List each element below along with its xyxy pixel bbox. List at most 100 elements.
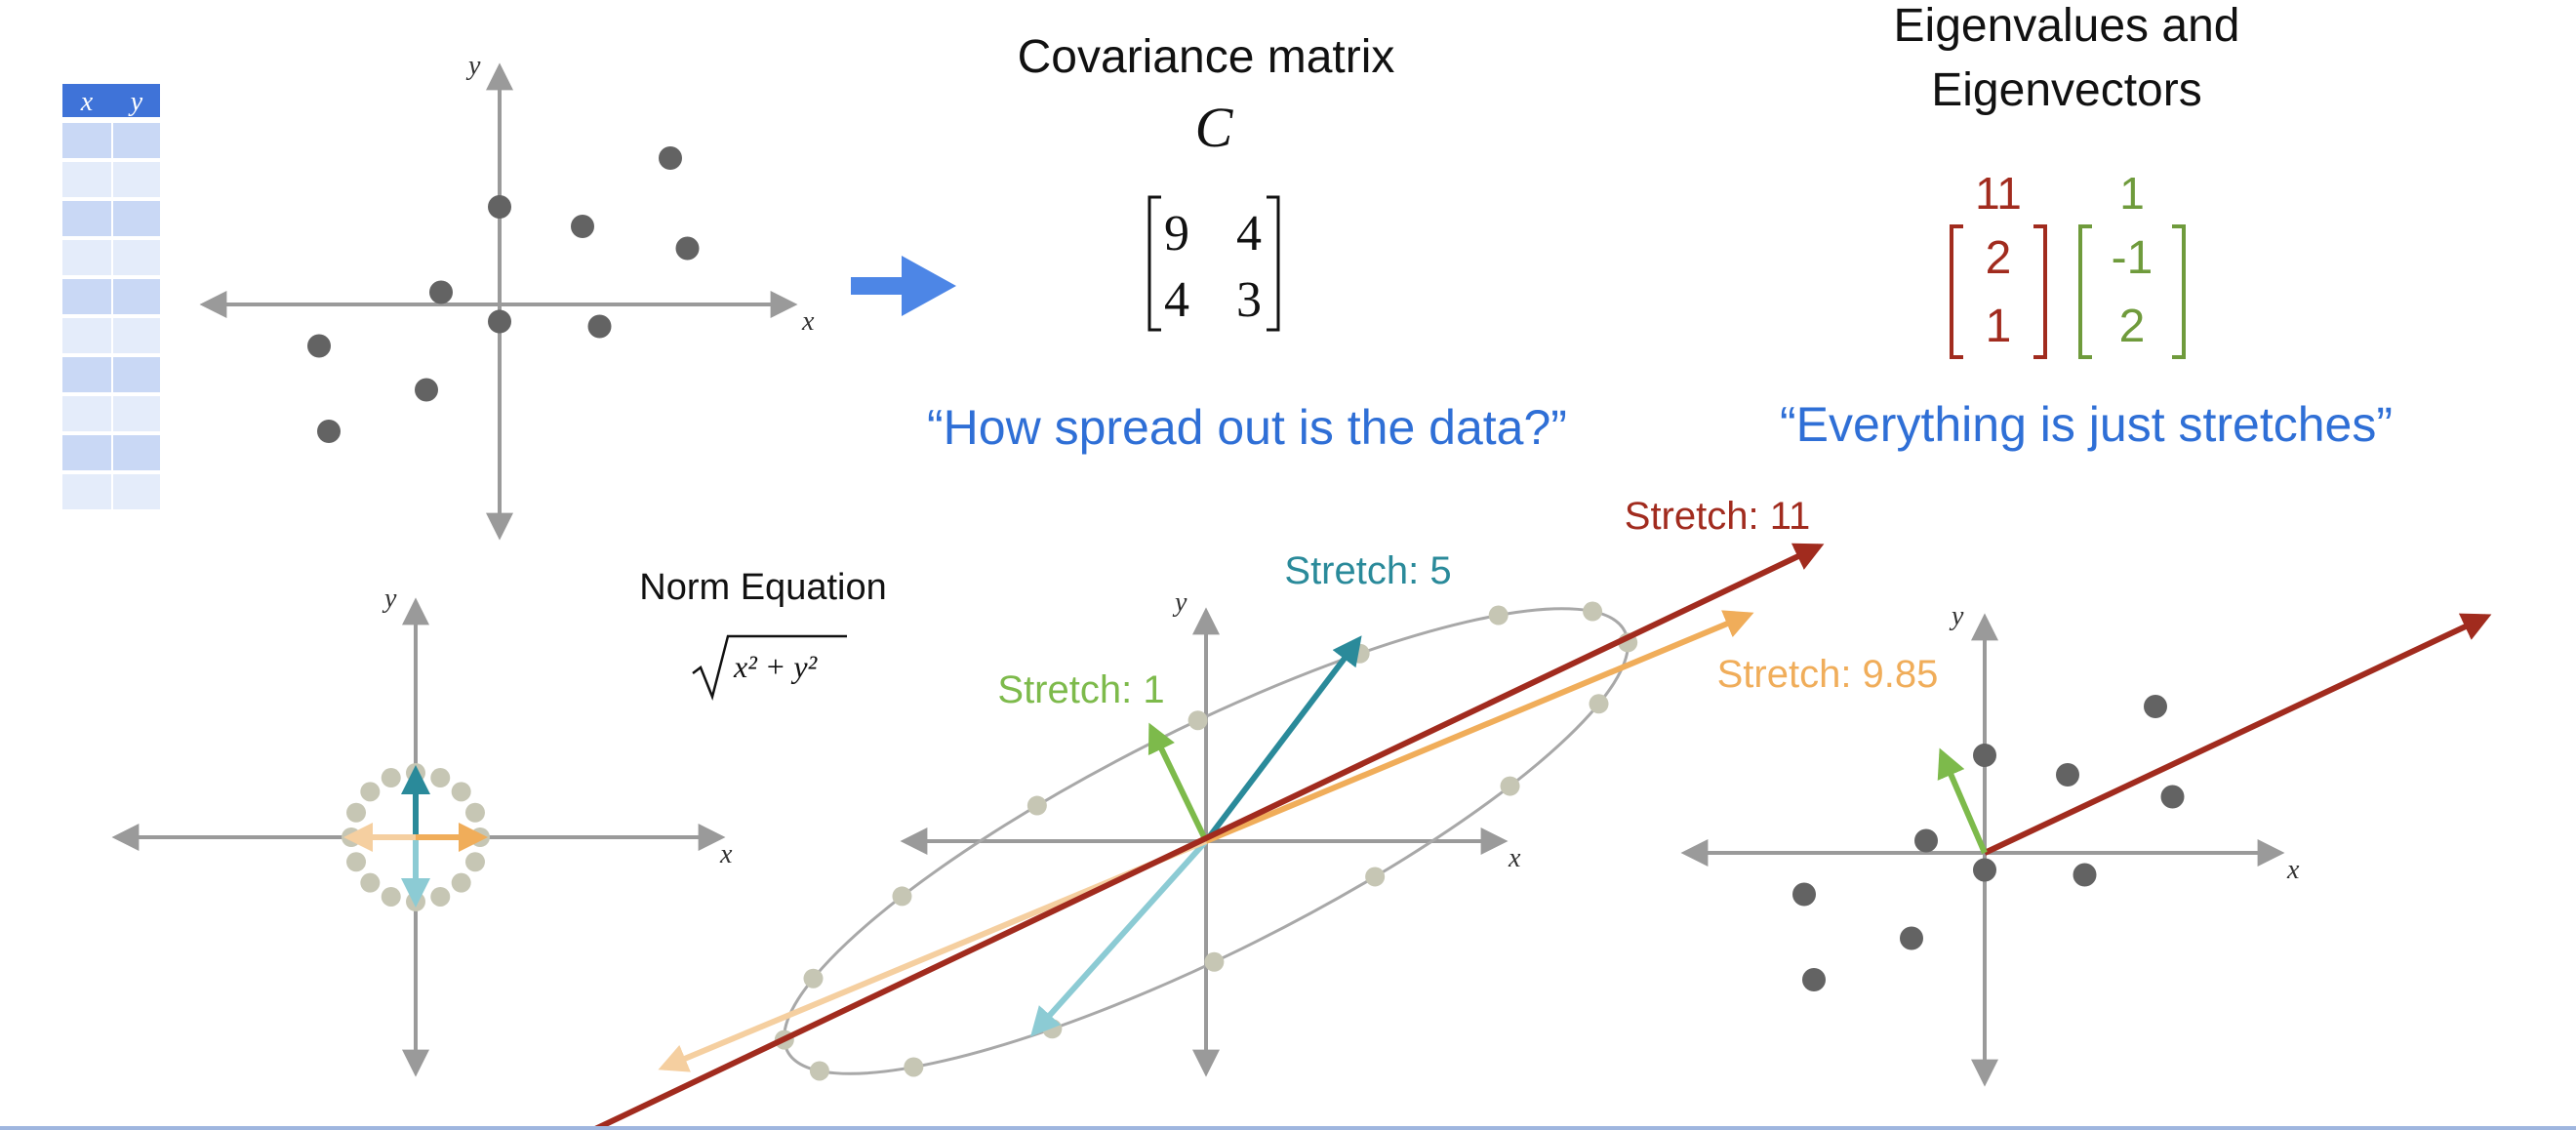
scatter-point [317, 420, 341, 443]
scatter-point [2160, 785, 2185, 809]
cov-cell-01: 4 [1236, 206, 1262, 262]
covariance-symbol: C [1195, 96, 1234, 159]
eigvec2-bracket-left [2078, 224, 2092, 359]
scatter-point [1914, 828, 1938, 853]
eigvec2-bracket-right [2172, 224, 2186, 359]
table-header-x: x [80, 87, 94, 117]
cov-bracket-right [1267, 195, 1280, 332]
ellipse-dot [1589, 694, 1609, 714]
circle-dot [346, 852, 367, 872]
circle-y-label: y [382, 584, 397, 614]
norm-title: Norm Equation [639, 567, 886, 608]
ellipse-dot [803, 968, 824, 989]
circle-x-label: x [719, 839, 733, 869]
table-cell [62, 396, 111, 431]
table-cell [62, 318, 111, 353]
ellipse-dot [1500, 776, 1520, 796]
table-cell [113, 123, 160, 158]
bottom-x-label: x [2286, 855, 2300, 885]
stretch-label-11: Stretch: 11 [1625, 495, 1810, 538]
ellipse-vec-lime [1147, 722, 1209, 843]
ellipse-dot [892, 886, 912, 907]
circle-dot [451, 782, 471, 802]
circle-dot [346, 802, 367, 823]
top-y-axis-label: y [465, 51, 481, 81]
ellipse-dot [809, 1061, 829, 1081]
scatter-point [488, 195, 511, 219]
eigen-title-line1: Eigenvalues and [1894, 0, 2240, 52]
eigvec1-bracket-left [1950, 224, 1963, 359]
circle-dot [360, 872, 381, 893]
table-cell [62, 123, 111, 158]
ellipse-vec-teal-light [1029, 838, 1209, 1037]
ellipse-dot [1204, 951, 1225, 972]
circle-dot [464, 852, 485, 872]
ellipse-dot [1488, 605, 1509, 626]
ellipse-dot [904, 1057, 924, 1077]
eigvec1-bracket-right [2033, 224, 2047, 359]
covariance-title: Covariance matrix [1018, 31, 1395, 83]
ellipse-dot [1026, 795, 1047, 816]
scatter-point [1900, 926, 1923, 950]
eigvec1-bottom: 1 [1986, 301, 2012, 352]
table-cell [113, 318, 160, 353]
bottom-scatter-axes: x y [1680, 601, 2492, 1087]
unit-circle-axes: x y [111, 584, 733, 1077]
ellipse-vec-red [591, 543, 1825, 1130]
table-cell [113, 396, 160, 431]
circle-dot [430, 768, 451, 788]
eigen-block: Eigenvalues and Eigenvectors 11 1 2 1 -1… [1780, 0, 2393, 452]
circle-dot [360, 782, 381, 802]
circle-dot [464, 802, 485, 823]
scatter-point [659, 146, 682, 170]
norm-equation: Norm Equation x² + y² [639, 567, 887, 702]
circle-dot [430, 886, 451, 907]
ellipse-axes: x y Stretch: 11 Stretch: 5 Stretch: 1 St… [591, 495, 1939, 1130]
table-header-y: y [128, 87, 143, 117]
scatter-point [587, 314, 612, 339]
top-scatter-axes: x y [199, 51, 815, 541]
table-cell [62, 357, 111, 392]
eigen-quote: “Everything is just stretches” [1780, 397, 2393, 452]
table-cell [62, 279, 111, 314]
ellipse-dot [1187, 710, 1208, 731]
table-cell [62, 240, 111, 275]
scatter-point [415, 378, 438, 402]
table-cell [62, 474, 111, 509]
circle-dot [381, 768, 401, 788]
table-cell [113, 357, 160, 392]
eigen-title-line2: Eigenvectors [1931, 64, 2201, 116]
scatter-point [675, 236, 700, 261]
table-cell [113, 435, 160, 470]
ellipse-vec-teal [1203, 635, 1362, 843]
data-table: x y [62, 84, 160, 509]
flow-arrow [851, 256, 956, 316]
scatter-point [1973, 744, 1996, 767]
cov-cell-10: 4 [1164, 272, 1189, 328]
scatter-point [429, 280, 453, 304]
circle-dot [381, 886, 401, 907]
circle-dot [451, 872, 471, 893]
scatter-point [1802, 968, 1826, 991]
ellipse-vec-orange [1204, 610, 1754, 844]
eigenvalue-2: 1 [2119, 168, 2145, 219]
sqrt-symbol [692, 634, 847, 702]
table-cell [113, 240, 160, 275]
stretch-label-9-85: Stretch: 9.85 [1717, 653, 1939, 696]
cov-bracket-left [1147, 195, 1161, 332]
cov-cell-11: 3 [1236, 272, 1262, 328]
scatter-point [571, 215, 594, 238]
table-cell [113, 201, 160, 236]
scatter-point [2144, 695, 2167, 718]
ellipse-x-label: x [1508, 843, 1521, 873]
scatter-point [1973, 858, 1996, 882]
table-cell [113, 279, 160, 314]
stretch-label-1: Stretch: 1 [997, 668, 1164, 711]
norm-formula: x² + y² [733, 649, 819, 684]
stretch-label-5: Stretch: 5 [1284, 549, 1451, 592]
bottom-vec-red [1983, 613, 2492, 856]
bottom-edge-strip [0, 1126, 2576, 1130]
scatter-point [2073, 863, 2097, 887]
table-cell [113, 474, 160, 509]
